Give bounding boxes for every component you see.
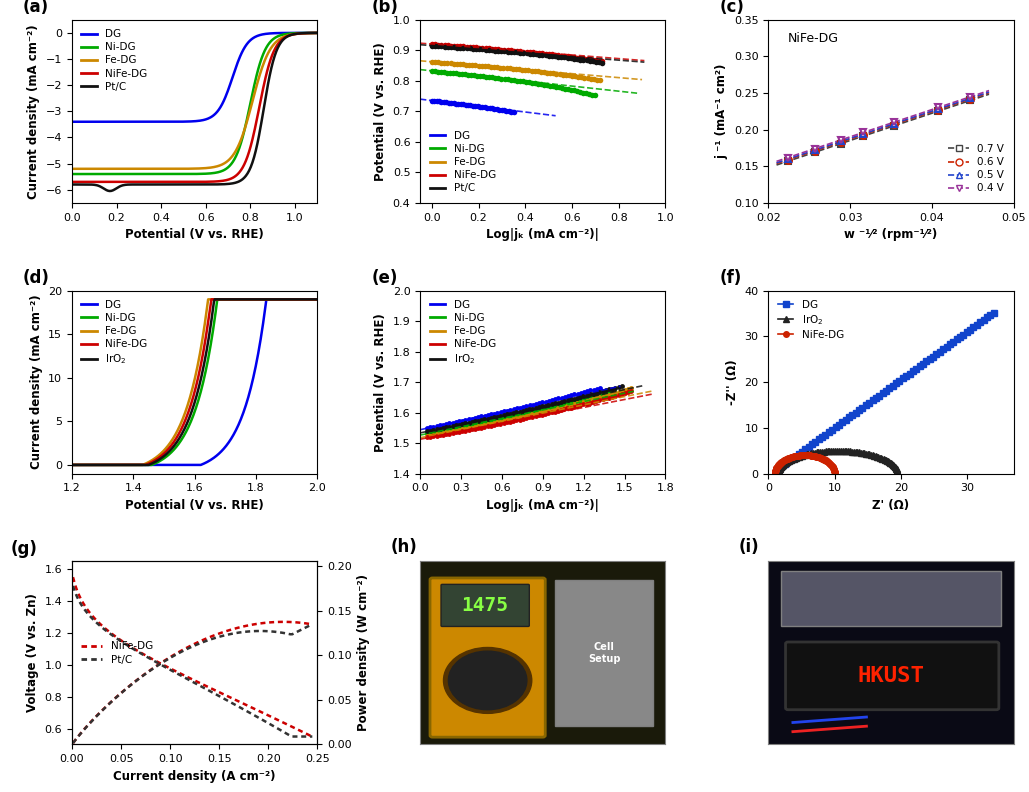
Legend: DG, Ni-DG, Fe-DG, NiFe-DG, IrO$_2$: DG, Ni-DG, Fe-DG, NiFe-DG, IrO$_2$ [425, 296, 500, 371]
NiFe-DG [774, 459, 786, 468]
Pt/C [300, 732, 313, 741]
Pt/C [131, 646, 143, 656]
DG [863, 398, 876, 408]
Text: HKUST: HKUST [857, 666, 924, 686]
Text: Cell
Setup: Cell Setup [588, 642, 620, 664]
NiFe-DG [232, 696, 244, 706]
Y-axis label: Current density (mA cm⁻²): Current density (mA cm⁻²) [30, 295, 42, 470]
FancyBboxPatch shape [555, 580, 653, 726]
Legend: DG, Ni-DG, Fe-DG, NiFe-DG, Pt/C: DG, Ni-DG, Fe-DG, NiFe-DG, Pt/C [425, 127, 500, 197]
DG [957, 329, 969, 339]
IrO$_2$ [891, 466, 903, 475]
FancyBboxPatch shape [430, 578, 545, 737]
Text: (i): (i) [739, 539, 759, 556]
Circle shape [449, 651, 527, 710]
Text: 1475: 1475 [462, 596, 508, 615]
IrO$_2$ [851, 447, 863, 457]
Pt/C [286, 732, 298, 741]
NiFe-DG [809, 451, 821, 461]
NiFe-DG [769, 469, 781, 478]
NiFe-DG [777, 456, 789, 466]
Pt/C [232, 702, 244, 711]
Text: (f): (f) [719, 269, 742, 287]
NiFe-DG [298, 728, 311, 737]
NiFe-DG [799, 451, 811, 460]
Legend: DG, Ni-DG, Fe-DG, NiFe-DG, Pt/C: DG, Ni-DG, Fe-DG, NiFe-DG, Pt/C [77, 25, 152, 96]
Text: NiFe-DG: NiFe-DG [788, 32, 839, 45]
DG [837, 417, 849, 427]
NiFe-DG [131, 646, 143, 656]
Y-axis label: -Z'' (Ω): -Z'' (Ω) [726, 360, 739, 405]
Y-axis label: j ⁻¹ (mA⁻¹ cm²): j ⁻¹ (mA⁻¹ cm²) [715, 63, 729, 159]
Y-axis label: Potential (V vs. RHE): Potential (V vs. RHE) [375, 42, 387, 181]
Line: IrO$_2$: IrO$_2$ [776, 448, 900, 477]
X-axis label: Potential (V vs. RHE): Potential (V vs. RHE) [126, 499, 264, 512]
X-axis label: Z' (Ω): Z' (Ω) [873, 499, 910, 512]
FancyBboxPatch shape [781, 570, 1001, 626]
IrO$_2$ [890, 464, 902, 474]
IrO$_2$ [783, 456, 795, 466]
IrO$_2$ [837, 447, 849, 456]
Pt/C [67, 581, 79, 591]
NiFe-DG [828, 466, 841, 476]
X-axis label: Log|jₖ (mA cm⁻²)|: Log|jₖ (mA cm⁻²)| [487, 499, 599, 512]
DG [988, 308, 1000, 318]
NiFe-DG [256, 708, 269, 718]
Y-axis label: Power density (W cm⁻²): Power density (W cm⁻²) [357, 574, 370, 732]
IrO$_2$ [891, 469, 903, 478]
Y-axis label: Current density (mA cm⁻²): Current density (mA cm⁻²) [27, 24, 40, 199]
X-axis label: Potential (V vs. RHE): Potential (V vs. RHE) [126, 228, 264, 241]
Legend: 0.7 V, 0.6 V, 0.5 V, 0.4 V: 0.7 V, 0.6 V, 0.5 V, 0.4 V [944, 140, 1008, 197]
NiFe-DG [801, 451, 813, 460]
DG [883, 383, 895, 393]
Line: NiFe-DG: NiFe-DG [772, 452, 838, 477]
Legend: NiFe-DG, Pt/C: NiFe-DG, Pt/C [77, 638, 157, 668]
Text: (g): (g) [10, 540, 38, 558]
DG [772, 464, 784, 474]
X-axis label: w ⁻¹⁄² (rpm⁻¹⁄²): w ⁻¹⁄² (rpm⁻¹⁄²) [845, 228, 937, 241]
NiFe-DG [200, 681, 212, 691]
Pt/C [117, 638, 130, 648]
Line: NiFe-DG: NiFe-DG [73, 577, 313, 737]
Text: (h): (h) [391, 539, 418, 556]
Legend: DG, IrO$_2$, NiFe-DG: DG, IrO$_2$, NiFe-DG [774, 296, 848, 345]
DG [981, 313, 993, 322]
Line: DG: DG [776, 310, 996, 471]
Text: (b): (b) [371, 0, 398, 17]
NiFe-DG [307, 732, 319, 741]
Pt/C [200, 684, 212, 694]
NiFe-DG [827, 465, 840, 474]
DG [822, 428, 835, 437]
Legend: DG, Ni-DG, Fe-DG, NiFe-DG, IrO$_2$: DG, Ni-DG, Fe-DG, NiFe-DG, IrO$_2$ [77, 296, 152, 371]
IrO$_2$ [772, 469, 784, 478]
IrO$_2$ [787, 454, 800, 463]
Text: (d): (d) [23, 269, 49, 287]
X-axis label: Log|jₖ (mA cm⁻²)|: Log|jₖ (mA cm⁻²)| [487, 228, 599, 241]
Text: (e): (e) [371, 269, 397, 287]
FancyBboxPatch shape [785, 642, 999, 710]
Y-axis label: Voltage (V vs. Zn): Voltage (V vs. Zn) [26, 593, 39, 713]
Text: (a): (a) [23, 0, 49, 17]
NiFe-DG [828, 469, 841, 478]
IrO$_2$ [830, 446, 843, 455]
Text: (c): (c) [719, 0, 744, 17]
Circle shape [443, 648, 532, 714]
FancyBboxPatch shape [441, 584, 529, 626]
NiFe-DG [67, 573, 79, 582]
Y-axis label: Potential (V vs. RHE): Potential (V vs. RHE) [375, 313, 387, 451]
NiFe-DG [117, 637, 130, 646]
Pt/C [307, 732, 319, 741]
Pt/C [256, 715, 269, 725]
Line: Pt/C: Pt/C [73, 586, 313, 737]
X-axis label: Current density (A cm⁻²): Current density (A cm⁻²) [113, 770, 276, 782]
